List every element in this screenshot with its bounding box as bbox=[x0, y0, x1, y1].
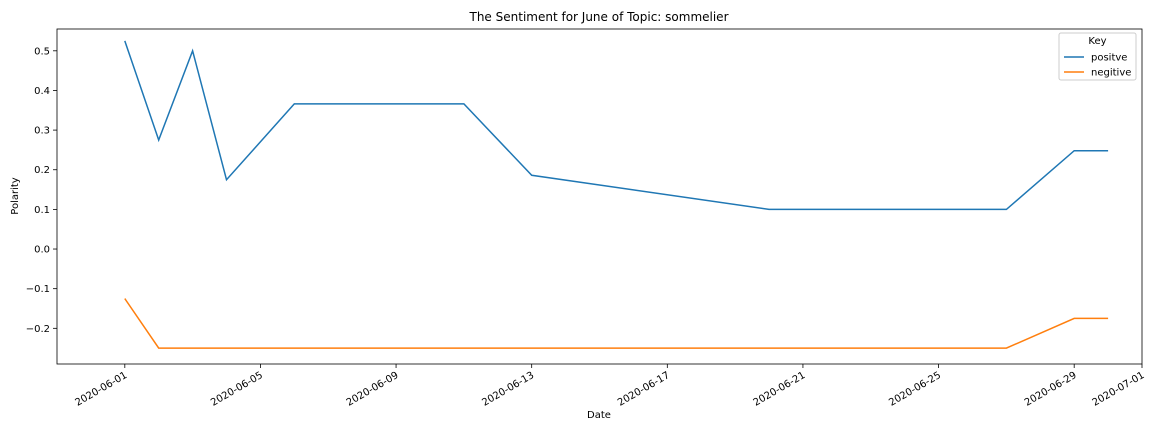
series-line-negitive bbox=[124, 298, 1109, 349]
legend-box bbox=[1058, 32, 1137, 81]
series-line-positve bbox=[124, 40, 1109, 211]
y-axis-label: Polarity bbox=[10, 177, 21, 215]
x-axis-label: Date bbox=[587, 410, 611, 421]
x-tick-label: 2020-06-05 bbox=[209, 370, 265, 409]
y-tick-label: 0.2 bbox=[34, 165, 50, 176]
x-tick-label: 2020-07-01 bbox=[1091, 370, 1147, 409]
legend: Key positve negitive bbox=[1058, 32, 1137, 81]
y-tick-label: 0.5 bbox=[34, 46, 50, 57]
y-tick-label: 0.3 bbox=[34, 126, 50, 137]
x-axis: 2020-06-01 2020-06-05 2020-06-09 2020-06-13… bbox=[73, 364, 1147, 409]
y-tick-label: 0.1 bbox=[34, 205, 50, 216]
axes-frame bbox=[56, 28, 1143, 365]
legend-title: Key bbox=[1088, 36, 1106, 47]
plot-area bbox=[124, 40, 1109, 349]
y-tick-label: 0.0 bbox=[34, 245, 50, 256]
y-tick-label: −0.1 bbox=[26, 284, 50, 295]
legend-label: positve bbox=[1091, 53, 1127, 64]
legend-label: negitive bbox=[1091, 68, 1131, 79]
x-tick-label: 2020-06-13 bbox=[480, 370, 536, 409]
x-tick-label: 2020-06-29 bbox=[1023, 370, 1079, 409]
x-tick-label: 2020-06-21 bbox=[752, 370, 808, 409]
chart-title: The Sentiment for June of Topic: sommeli… bbox=[469, 10, 729, 24]
x-tick-label: 2020-06-17 bbox=[616, 370, 672, 409]
y-axis: −0.2 −0.1 0.0 0.1 0.2 0.3 0.4 0.5 bbox=[26, 46, 57, 335]
x-tick-label: 2020-06-25 bbox=[887, 370, 943, 409]
y-tick-label: −0.2 bbox=[26, 324, 50, 335]
x-tick-label: 2020-06-09 bbox=[345, 370, 401, 409]
y-tick-label: 0.4 bbox=[34, 86, 50, 97]
x-tick-label: 2020-06-01 bbox=[73, 370, 129, 409]
